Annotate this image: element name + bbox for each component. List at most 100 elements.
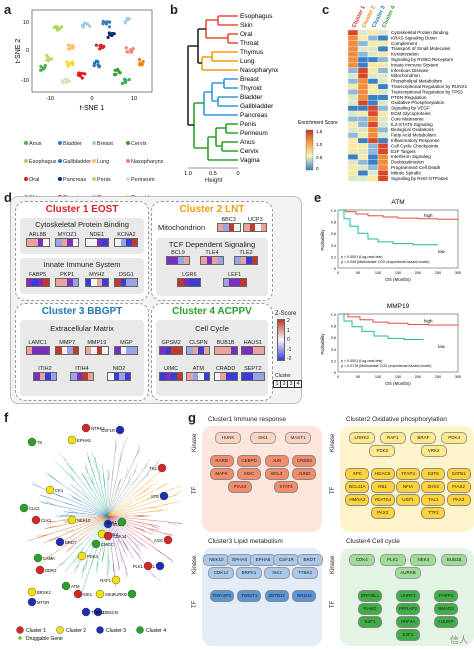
legend-swatch — [58, 177, 62, 181]
kinome-twig — [114, 486, 121, 496]
zscore-tick: -2 — [287, 356, 292, 362]
km-xtick: 100 — [375, 375, 381, 379]
kinome-gene-marker — [143, 561, 153, 571]
cluster-legend: 1 2 3 4 — [273, 380, 302, 388]
tf-node: ZFP36L1 — [358, 590, 382, 602]
tsne-point — [106, 35, 110, 40]
heatmap-cell — [347, 100, 359, 106]
heatmap-cell — [347, 148, 359, 155]
dendro-xtick: 0 — [236, 171, 239, 177]
kinome-legend-label: Cluster 3 — [106, 628, 126, 634]
tf-node: SMAD3 — [434, 603, 458, 615]
panel-e-label: e — [314, 190, 322, 205]
group-title: Cytoskeletal Protein Binding — [35, 220, 129, 229]
tsne-point — [39, 64, 43, 69]
tsne-point — [116, 67, 120, 72]
kinome-legend-swatch — [56, 626, 64, 634]
kinome-twig — [61, 515, 72, 517]
heatmap-row-label: KRAS Signaling Down — [391, 35, 437, 40]
kinome-twig — [38, 500, 49, 505]
kinome-twig — [55, 494, 66, 498]
gene-label: ATM — [192, 366, 204, 372]
tf-node: PIAS2 — [446, 481, 471, 493]
kinome-gene-marker — [103, 531, 113, 541]
km-high-label: high — [424, 319, 433, 324]
kinome-twig — [134, 463, 138, 473]
kinome-gene-marker — [157, 463, 167, 473]
heatmap-cell — [377, 94, 389, 101]
legend-swatch — [58, 141, 62, 145]
heatmap-cell — [347, 46, 359, 52]
kinome-branch — [107, 481, 159, 517]
kinome-gene-label: CMGC — [101, 542, 114, 547]
heatmap-row-label: Keratinization — [391, 52, 419, 57]
gene-zscore-strip — [159, 372, 184, 381]
gene-label: HAUS1 — [243, 340, 262, 346]
cluster-3-group-1: Extracellular Matrix LAMC1 MMP7 MMP19 MGP IT… — [20, 320, 144, 396]
kinome-twig — [172, 485, 182, 489]
kinome-twig — [45, 500, 55, 506]
zscore-tick: 0 — [287, 337, 290, 343]
gene-zscore-strip — [84, 346, 109, 355]
tsne-point — [98, 47, 102, 51]
kinome-twig — [66, 538, 76, 545]
kinome-twig — [107, 554, 111, 565]
kinome-twig — [55, 562, 64, 569]
km-xtick: 150 — [395, 271, 401, 275]
heatmap-row-label: Cell Cycle Checkpoints — [391, 143, 439, 148]
tsne-point — [107, 25, 112, 29]
tf-node: PRRAP2 — [396, 603, 420, 615]
heatmap-cell — [357, 29, 369, 36]
tsne-point — [118, 71, 122, 75]
kinase-row-label: Kinase — [330, 555, 336, 574]
tf-node: CEBPD — [237, 455, 262, 467]
heatmap-cell — [357, 56, 369, 63]
gene-zscore-strip — [25, 346, 50, 355]
kinome-twig — [81, 589, 84, 600]
heatmap-cell — [347, 56, 359, 63]
kinome-gene-label: CSF1R — [101, 428, 115, 433]
km-low-label: low — [438, 249, 446, 254]
kinase-node: BRAF — [410, 432, 437, 444]
kinome-gene-label: AURKB — [113, 592, 128, 597]
network-title: Cluster1 Immune response — [208, 416, 287, 423]
tf-node: PAX3 — [446, 494, 471, 506]
tf-node: ZHX2 — [421, 481, 446, 493]
tsne-xlabel: t-SNE 1 — [80, 105, 105, 112]
heatmap-cell — [377, 89, 389, 95]
kinome-twig — [165, 555, 174, 563]
gene-label: PKP1 — [60, 272, 75, 278]
cluster-2-title: Cluster 2 LNT — [179, 204, 245, 215]
heatmap-cell — [367, 29, 379, 36]
km-ytick: 0.6 — [331, 232, 336, 236]
heatmap-row-label: Innate Immune System — [391, 62, 438, 67]
heatmap-row-label: ECM Glycoproteins — [391, 111, 431, 116]
gene-label: FABP5 — [29, 272, 47, 278]
kinome-twig — [122, 547, 129, 557]
kinome-twig — [97, 561, 99, 572]
tsne-point — [43, 63, 47, 68]
gene-zscore-strip — [55, 346, 80, 355]
kinase-node: VRK2 — [420, 445, 447, 457]
tsne-legend-item: Pancreas — [58, 176, 92, 184]
tf-node: TWIST1 — [237, 590, 262, 602]
legend-swatch — [126, 141, 130, 145]
tsne-legend-item: Nasopharynx — [126, 158, 163, 166]
cluster-1-box: Cluster 1 EOST Cytoskeletal Protein Bind… — [15, 201, 149, 301]
kinome-twig — [147, 537, 156, 545]
tsne-point — [83, 72, 87, 76]
tsne-point — [45, 55, 50, 59]
tsne-point — [80, 71, 84, 75]
heatmap-cell — [377, 159, 389, 166]
tf-node: TFAP4 — [396, 468, 420, 480]
heatmap-cell — [377, 100, 389, 106]
km-ytick: 0.8 — [331, 221, 336, 225]
km-xtick: 0 — [337, 375, 339, 379]
gene-zscore-strip — [234, 256, 258, 265]
heatmap-cell — [367, 121, 379, 128]
gene-heat-tile: GPSM2 — [159, 340, 184, 355]
tsne-legend-item: Lung — [92, 158, 126, 166]
kinome-gene-marker — [115, 425, 125, 435]
heatmap-row-label: Inflammatory Response — [391, 138, 440, 143]
tsne-point — [50, 57, 54, 61]
